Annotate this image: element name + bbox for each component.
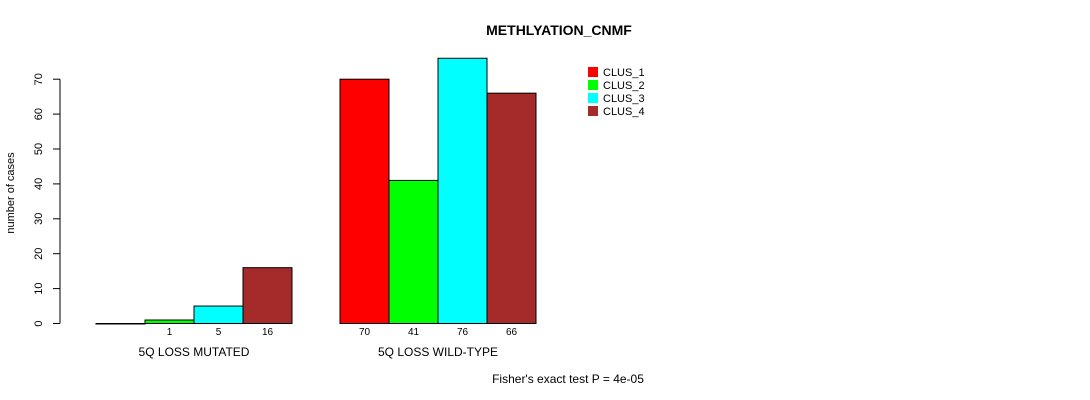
y-tick-label: 40 [33, 178, 45, 190]
legend-label: CLUS_4 [603, 106, 645, 118]
count-label: 1 [167, 327, 173, 338]
count-label: 16 [262, 327, 274, 338]
count-label: 66 [506, 327, 518, 338]
category-labels: 5Q LOSS MUTATED 5Q LOSS WILD-TYPE [139, 345, 498, 359]
count-label: 5 [216, 327, 222, 338]
y-tick-label: 70 [33, 73, 45, 85]
bar-clus-1 [339, 78, 390, 324]
y-tick-label: 0 [33, 320, 45, 326]
bar-area [95, 57, 537, 325]
count-label: 76 [457, 327, 469, 338]
bar-clus-3 [193, 305, 244, 324]
chart-title: METHLYATION_CNMF [486, 22, 632, 38]
y-tick-label: 20 [33, 248, 45, 260]
y-tick-label: 60 [33, 108, 45, 120]
count-labels: 1 5 16 70 41 76 66 [167, 327, 518, 338]
y-tick-label: 50 [33, 143, 45, 155]
bar-clus-1 [95, 323, 146, 325]
legend-swatch [588, 67, 598, 77]
legend-swatch [588, 106, 598, 116]
y-tick-label: 10 [33, 282, 45, 294]
legend-label: CLUS_2 [603, 80, 645, 92]
y-axis: 0 10 20 30 40 50 60 70 [33, 73, 61, 327]
bar-clus-4 [242, 267, 293, 325]
category-label: 5Q LOSS MUTATED [139, 345, 250, 359]
bar-clus-2 [144, 319, 195, 325]
count-label: 41 [408, 327, 420, 338]
legend-label: CLUS_3 [603, 93, 645, 105]
category-label: 5Q LOSS WILD-TYPE [378, 345, 498, 359]
count-label: 70 [359, 327, 371, 338]
legend-swatch [588, 93, 598, 103]
bar-clus-2 [388, 179, 439, 324]
legend-swatch [588, 80, 598, 90]
fisher-test-note: Fisher's exact test P = 4e-05 [492, 372, 644, 386]
y-axis-label: number of cases [5, 152, 17, 234]
legend-label: CLUS_1 [603, 67, 645, 79]
bar-clus-3 [437, 57, 488, 324]
bar-clus-4 [486, 92, 537, 324]
y-tick-label: 30 [33, 213, 45, 225]
